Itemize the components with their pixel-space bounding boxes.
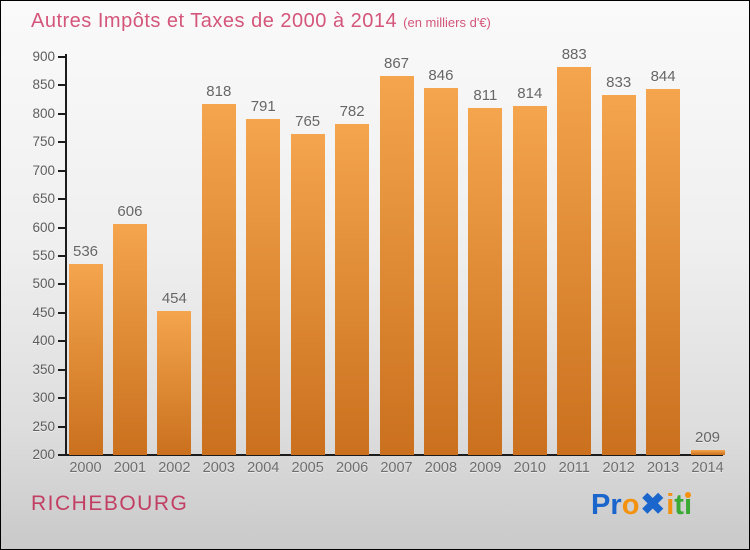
- bar-value-label: 454: [161, 289, 187, 307]
- bar: [68, 263, 103, 455]
- x-tick-label: 2014: [691, 460, 724, 476]
- bar-value-label: 846: [428, 66, 454, 84]
- chart-subtitle: (en milliers d'€): [403, 15, 491, 30]
- bar-value-label: 844: [650, 67, 676, 85]
- y-tick-label: 400: [32, 333, 55, 349]
- bar-value-label: 791: [250, 97, 276, 115]
- bar: [423, 87, 458, 455]
- y-tick-label: 300: [32, 390, 55, 406]
- proxiti-logo-letter: P: [591, 489, 611, 521]
- bar: [201, 103, 236, 455]
- bar: [335, 124, 370, 455]
- chart-header: Autres Impôts et Taxes de 2000 à 2014 (en…: [31, 10, 491, 33]
- logo-i-dot: [684, 492, 691, 498]
- bar: [112, 224, 147, 455]
- y-tick-label: 250: [32, 418, 55, 434]
- bar-value-label: 833: [606, 74, 632, 92]
- bar-value-label: 765: [295, 112, 321, 130]
- proxiti-logo-letter: ı: [683, 489, 692, 521]
- y-axis-tick: [58, 283, 66, 286]
- bar: [557, 66, 592, 455]
- y-tick-label: 450: [32, 304, 55, 320]
- y-axis-tick: [58, 84, 66, 87]
- x-tick-label: 2002: [158, 460, 191, 476]
- y-axis-tick: [58, 255, 66, 257]
- y-axis-tick: [58, 56, 66, 58]
- x-tick-label: 2007: [380, 460, 413, 476]
- x-tick-label: 2005: [291, 460, 324, 476]
- bar: [512, 105, 547, 455]
- bar: [379, 75, 414, 455]
- y-axis-tick: [58, 397, 66, 400]
- y-axis-tick: [58, 226, 66, 229]
- proxiti-logo-letter: t: [674, 489, 684, 521]
- bar-value-label: 867: [383, 54, 410, 72]
- bar: [646, 88, 681, 455]
- bar: [157, 310, 192, 455]
- x-tick-label: 2006: [335, 460, 369, 476]
- y-axis-tick: [58, 311, 66, 314]
- y-tick-label: 800: [32, 105, 55, 121]
- bar-value-label: 811: [473, 86, 498, 104]
- bar: [601, 95, 636, 455]
- x-tick-label: 2011: [558, 460, 590, 476]
- place-name: RICHEBOURG: [31, 492, 189, 515]
- x-tick-label: 2008: [424, 460, 458, 476]
- y-tick-label: 650: [32, 191, 55, 207]
- proxiti-logo-letter: ✖: [640, 488, 666, 521]
- x-tick-label: 2004: [247, 460, 280, 476]
- bar-value-label: 883: [561, 45, 587, 63]
- x-tick-label: 2009: [469, 460, 502, 476]
- proxiti-logo-letter: r: [610, 489, 622, 521]
- x-tick-label: 2010: [513, 460, 546, 476]
- proxiti-logo[interactable]: Pro✖itı: [591, 487, 692, 522]
- y-tick-label: 350: [32, 361, 55, 377]
- bar-value-label: 782: [339, 103, 365, 121]
- bar-value-label: 814: [517, 84, 543, 102]
- y-tick-label: 750: [32, 134, 55, 150]
- y-axis-tick: [58, 198, 66, 201]
- x-tick-label: 2012: [602, 460, 635, 476]
- y-axis-tick: [58, 141, 66, 144]
- y-tick-label: 550: [32, 248, 55, 263]
- bar: [290, 133, 325, 455]
- y-tick-label: 200: [32, 447, 55, 462]
- x-tick-label: 2001: [113, 460, 147, 476]
- bar: [690, 449, 725, 455]
- bar: [246, 118, 281, 455]
- y-axis-tick: [58, 340, 66, 343]
- y-axis-tick: [58, 454, 66, 456]
- y-tick-label: 500: [32, 276, 55, 292]
- y-axis-tick: [58, 112, 66, 115]
- bar-value-label: 209: [695, 428, 721, 446]
- chart-title: Autres Impôts et Taxes de 2000 à 2014: [31, 10, 398, 32]
- y-tick-label: 700: [32, 162, 55, 178]
- x-tick-label: 2003: [202, 460, 235, 476]
- y-axis-tick: [58, 368, 66, 371]
- x-tick-label: 2013: [646, 460, 680, 476]
- y-axis-tick: [58, 169, 66, 172]
- x-tick-label: 2000: [69, 460, 102, 476]
- y-tick-label: 600: [32, 219, 55, 235]
- bar-value-label: 818: [206, 82, 232, 100]
- y-tick-label: 850: [32, 77, 55, 93]
- bar: [468, 107, 503, 455]
- y-tick-label: 900: [32, 49, 55, 64]
- bar-value-label: 606: [117, 203, 143, 221]
- y-axis-line: [65, 54, 67, 456]
- x-axis-line: [65, 454, 723, 456]
- y-axis-tick: [58, 425, 66, 428]
- bar-value-label: 536: [72, 242, 99, 260]
- proxiti-logo-letter: o: [621, 489, 640, 521]
- proxiti-logo-letter: i: [666, 489, 675, 521]
